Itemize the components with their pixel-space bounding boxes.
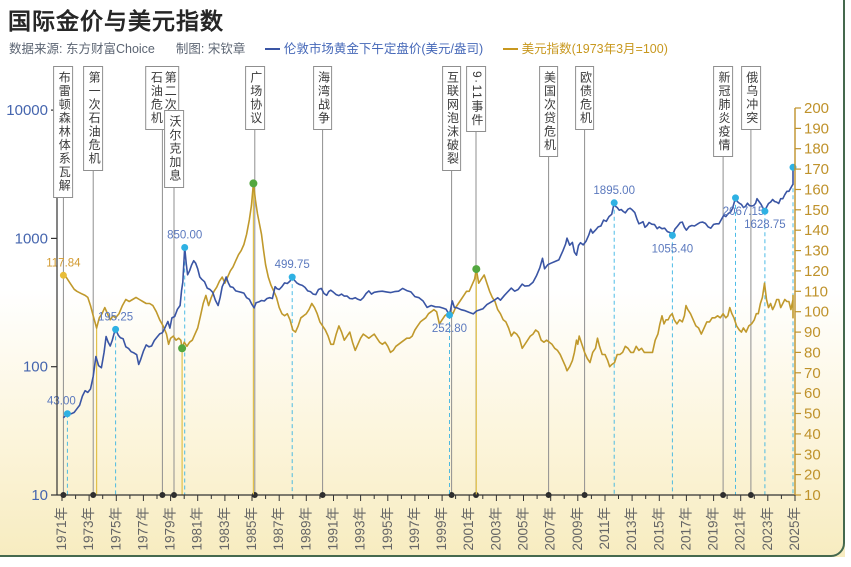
x-axis-tick-label: 1973年 — [81, 507, 96, 551]
usd-marker-lines — [95, 183, 477, 495]
event-lines — [60, 70, 754, 498]
right-axis-tick-label: 80 — [804, 344, 821, 361]
gold-marker-label: 1628.75 — [744, 219, 786, 231]
x-axis-tick-label: 2015年 — [651, 507, 666, 551]
gold-marker-label: 1895.00 — [593, 185, 635, 197]
usd-index-line — [62, 182, 794, 372]
x-axis-tick-label: 1985年 — [244, 507, 259, 551]
gold-marker-dot — [732, 194, 739, 202]
axes: 10 100 1000 10000 10 20 30 40 50 60 70 80 90 100 110 12… — [6, 100, 829, 551]
x-axis-tick-label: 2021年 — [733, 507, 748, 551]
gold-marker-dot — [63, 410, 71, 418]
chart-card: 国际金价与美元指数 数据来源: 东方财富Choice 制图: 宋钦章 伦敦市场黄… — [0, 0, 845, 557]
right-axis-tick-label: 120 — [804, 263, 829, 280]
author-value: 宋钦章 — [207, 42, 246, 56]
right-axis-tick-label: 10 — [804, 487, 821, 504]
usd-extreme-dot — [249, 179, 258, 188]
right-axis-tick-label: 20 — [804, 467, 821, 484]
right-axis-tick-label: 90 — [804, 324, 821, 341]
gold-marker-label: 43.00 — [47, 396, 76, 408]
gold-marker-label: 2067.15 — [723, 206, 765, 218]
legend-item-gold-price: 伦敦市场黄金下午定盘价(美元/盎司) — [264, 42, 487, 56]
right-axis-tick-label: 150 — [804, 202, 829, 219]
usd-start-dot — [59, 271, 67, 279]
right-axis-tick-label: 140 — [804, 222, 829, 239]
x-axis-tick-label: 2023年 — [760, 507, 775, 551]
usd-index-legend-label: 美元指数(1973年3月=100) — [521, 42, 668, 56]
gold-marker-dot — [668, 231, 676, 239]
x-axis-tick-label: 2025年 — [787, 507, 802, 551]
gold-price-legend-swatch — [264, 48, 280, 50]
gold-price-legend-label: 伦敦市场黄金下午定盘价(美元/盎司) — [283, 42, 484, 56]
gold-marker-dot — [112, 325, 120, 333]
right-axis-tick-label: 40 — [804, 426, 821, 443]
right-axis-tick-label: 100 — [804, 304, 829, 321]
gold-marker-lines — [66, 167, 794, 495]
x-axis-tick-label: 1987年 — [271, 507, 286, 551]
gold-price-line — [62, 167, 794, 419]
gold-marker-label: 499.75 — [275, 259, 310, 271]
gold-markers: 43.00 195.25 850.00 499.75 252.80 1895.00 1055… — [47, 163, 797, 418]
gold-marker-dot — [761, 207, 769, 215]
right-axis-tick-label: 190 — [804, 120, 829, 137]
x-axis-tick-label: 1989年 — [298, 507, 313, 551]
left-axis-tick-label: 1000 — [15, 230, 48, 247]
gold-marker-label: 850.00 — [167, 230, 202, 242]
x-axis-tick-label: 1975年 — [108, 507, 123, 551]
right-axis-tick-label: 170 — [804, 161, 829, 178]
right-axis-tick-label: 60 — [804, 385, 821, 402]
x-axis-tick-label: 1983年 — [217, 507, 232, 551]
gold-marker-dot — [181, 244, 189, 251]
usd-marker-label: 117.84 — [46, 257, 81, 269]
right-axis-tick-label: 200 — [804, 100, 829, 117]
right-axis-tick-label: 110 — [804, 283, 828, 300]
right-axis-tick-label: 130 — [804, 243, 829, 260]
x-axis-tick-label: 1997年 — [407, 507, 422, 551]
x-axis-tick-label: 1979年 — [163, 507, 178, 551]
x-axis-tick-label: 1999年 — [434, 507, 449, 551]
right-axis-tick-label: 30 — [804, 446, 821, 463]
left-axis-tick-label: 10000 — [6, 102, 48, 119]
x-axis-tick-label: 2003年 — [488, 507, 503, 551]
gold-marker-label: 1055.40 — [652, 243, 694, 255]
right-axis-tick-label: 180 — [804, 141, 829, 158]
chart-plot: 117.84 43.00 195.25 850.00 499.75 252.80 1895.… — [6, 70, 829, 551]
page-title: 国际金价与美元指数 — [8, 8, 224, 34]
legend-item-usd-index: 美元指数(1973年3月=100) — [502, 42, 668, 56]
x-axis-tick-label: 2007年 — [543, 507, 558, 551]
gold-marker-dot — [288, 273, 296, 281]
x-axis-tick-label: 1977年 — [135, 507, 150, 551]
x-axis-tick-label: 2005年 — [516, 507, 531, 551]
x-axis-tick-label: 1971年 — [54, 507, 69, 551]
author-label: 制图: — [175, 42, 205, 56]
meta-row: 数据来源: 东方财富Choice 制图: 宋钦章 伦敦市场黄金下午定盘价(美元/… — [9, 38, 668, 57]
x-axis-tick-label: 2017年 — [678, 507, 693, 551]
x-axis-tick-label: 2013年 — [624, 507, 639, 551]
x-axis-tick-label: 1995年 — [380, 507, 395, 551]
usd-extreme-dot — [178, 344, 187, 353]
usd-extreme-dot — [472, 265, 481, 274]
gold-marker-dot — [610, 199, 618, 207]
left-axis-tick-label: 100 — [23, 359, 48, 376]
x-axis-tick-label: 2011年 — [597, 507, 612, 550]
x-axis-tick-label: 1991年 — [326, 507, 341, 551]
right-axis-tick-label: 160 — [804, 182, 829, 199]
data-source-label: 数据来源: — [9, 42, 63, 56]
gold-marker-label: 252.80 — [432, 323, 467, 335]
x-axis-tick-label: 2019年 — [706, 507, 721, 551]
right-axis-tick-label: 70 — [804, 365, 821, 382]
gold-marker-label: 195.25 — [98, 311, 133, 323]
right-axis-tick-label: 50 — [804, 406, 821, 423]
usd-markers: 117.84 — [46, 179, 481, 353]
x-axis-tick-label: 2001年 — [461, 507, 476, 551]
x-axis-tick-label: 1993年 — [353, 507, 368, 551]
left-axis-tick-label: 10 — [31, 487, 48, 504]
x-axis-tick-label: 1981年 — [190, 507, 205, 551]
data-source-value: 东方财富Choice — [65, 42, 155, 56]
x-axis-tick-label: 2009年 — [570, 507, 585, 551]
gold-marker-dot — [446, 311, 453, 319]
usd-index-legend-swatch — [502, 48, 518, 50]
